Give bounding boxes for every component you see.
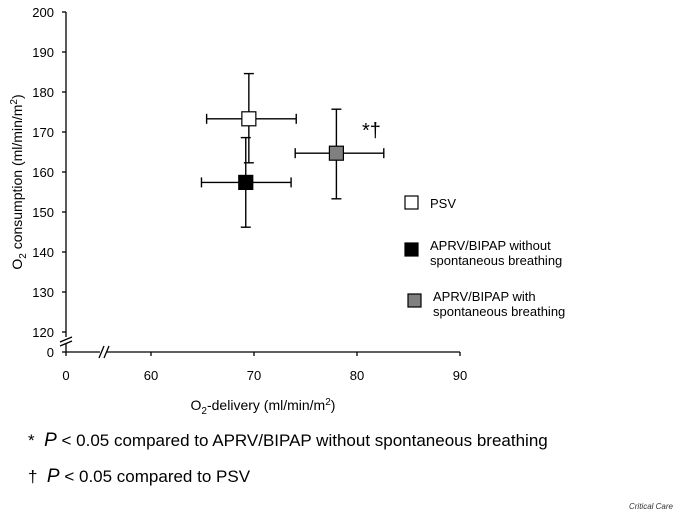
y-tick-label: 130	[32, 285, 54, 300]
legend-marker	[404, 242, 419, 257]
y-tick-label: 160	[32, 165, 54, 180]
x-axis-break-gap	[100, 346, 107, 358]
x-tick-label: 90	[453, 368, 467, 383]
y-tick-label: 120	[32, 325, 54, 340]
legend-marker	[404, 195, 419, 210]
x-axis-break-mark	[103, 345, 110, 359]
x-tick-label: 80	[350, 368, 364, 383]
y-axis-break-mark	[59, 336, 73, 343]
y-tick-label: 170	[32, 125, 54, 140]
y-tick-label: 200	[32, 5, 54, 20]
y-axis-label: O2 consumption (ml/min/m2)	[9, 94, 29, 269]
y-tick-label: 180	[32, 85, 54, 100]
legend-label: spontaneous breathing	[433, 304, 565, 319]
x-axis-label: O2-delivery (ml/min/m2)	[191, 397, 336, 417]
credit: Critical Care	[628, 502, 673, 511]
y-tick-label: 140	[32, 245, 54, 260]
y-tick-label: 0	[47, 345, 54, 360]
data-point	[241, 111, 257, 127]
legend-label: spontaneous breathing	[430, 253, 562, 268]
footnote-2: † P < 0.05 compared to PSV	[28, 466, 251, 487]
x-tick-label: 70	[247, 368, 261, 383]
y-tick-label: 190	[32, 45, 54, 60]
y-tick-label: 150	[32, 205, 54, 220]
significance-annotation: *†	[362, 120, 381, 142]
legend-label: PSV	[430, 196, 456, 211]
legend-label: APRV/BIPAP without	[430, 238, 551, 253]
data-point	[238, 174, 254, 190]
legend-marker	[407, 293, 422, 308]
x-axis-break-mark	[98, 345, 105, 359]
x-tick-label: 60	[144, 368, 158, 383]
footnote-1: * P < 0.05 compared to APRV/BIPAP withou…	[28, 430, 548, 451]
data-point	[328, 145, 344, 161]
x-tick-label: 0	[62, 368, 69, 383]
y-axis-break-mark	[59, 340, 73, 347]
legend-label: APRV/BIPAP with	[433, 289, 536, 304]
